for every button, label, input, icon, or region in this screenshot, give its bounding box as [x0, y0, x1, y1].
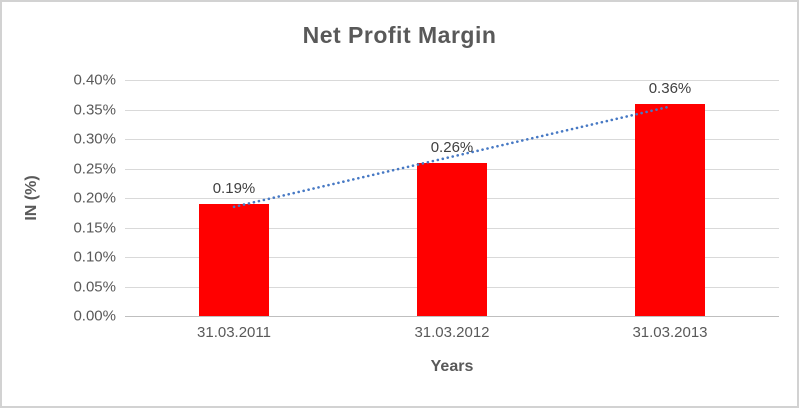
x-axis-title: Years [430, 358, 474, 375]
y-tick-label: 0.20% [73, 189, 116, 207]
y-tick-label: 0.05% [73, 278, 116, 295]
y-tick-label: 0.40% [73, 71, 116, 89]
bar [199, 203, 269, 316]
y-tick-label: 0.00% [73, 307, 116, 325]
data-label: 0.26% [430, 138, 474, 156]
plot-area: 0.00% 0.05% 0.10% 0.15% 0.20% 0.25% 0.30% 0.35%… [73, 72, 779, 341]
y-tick-label: 0.30% [73, 130, 116, 148]
y-tick-label: 0.25% [73, 160, 116, 177]
bar [635, 103, 705, 316]
bar [417, 162, 487, 316]
y-tick-label: 0.35% [73, 101, 116, 118]
chart-title: Net Profit Margin [302, 22, 497, 48]
x-axis-line [125, 316, 779, 317]
x-tick-label: 31.03.2011 [197, 324, 271, 341]
y-tick-label: 0.10% [73, 248, 116, 266]
x-tick-label: 31.03.2013 [632, 324, 708, 341]
y-tick-label: 0.15% [73, 219, 116, 236]
data-label: 0.36% [648, 79, 692, 97]
gridline [125, 80, 779, 81]
data-label: 0.19% [212, 179, 256, 197]
x-tick-label: 31.03.2012 [414, 324, 490, 341]
